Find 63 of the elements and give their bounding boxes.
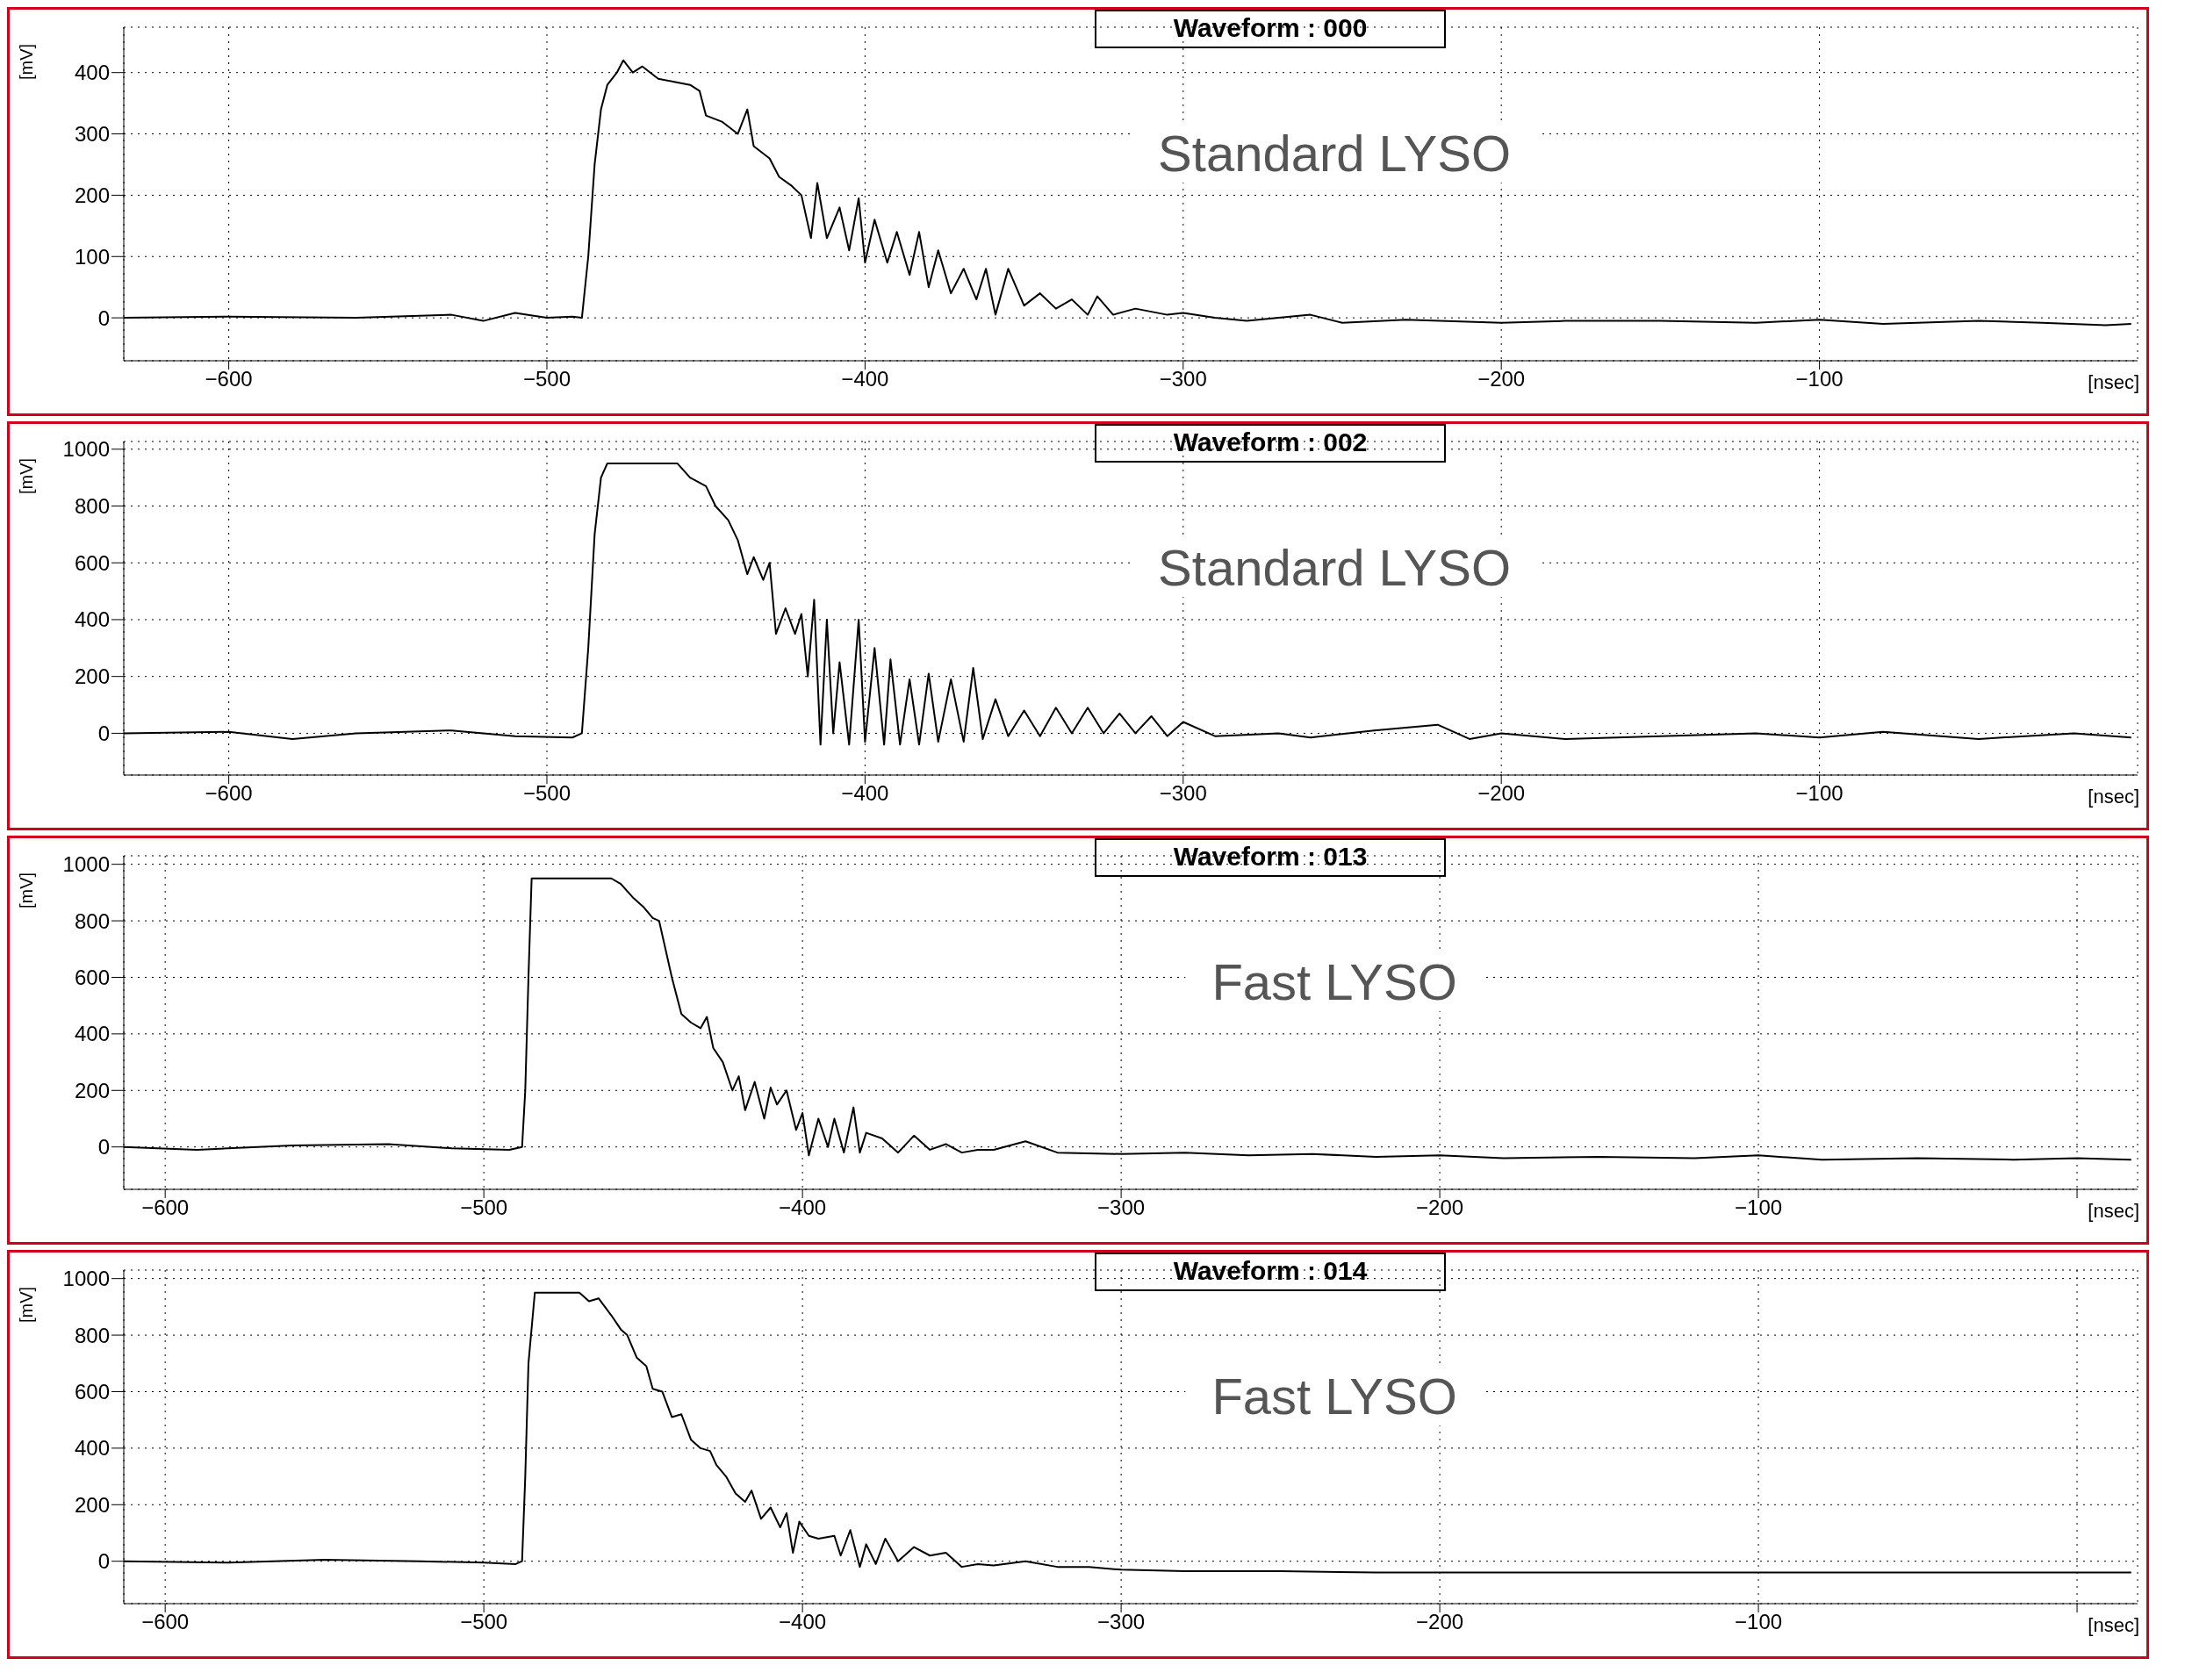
y-tick-label: 600 (74, 965, 110, 989)
x-tick-label: −400 (779, 1195, 827, 1220)
y-tick-label: 1000 (62, 852, 110, 877)
y-tick-label: 1000 (62, 1267, 110, 1291)
x-tick-label: −100 (1735, 1610, 1783, 1634)
x-tick-label: −400 (779, 1610, 827, 1634)
x-tick-label: −300 (1097, 1195, 1146, 1220)
x-tick-label: −300 (1097, 1610, 1146, 1634)
annotation: Fast LYSO (1185, 952, 1484, 1011)
y-tick-label: 800 (74, 494, 110, 518)
annotation: Fast LYSO (1185, 1367, 1484, 1425)
x-axis-title: [nsec] (2088, 786, 2139, 808)
x-tick-label: −200 (1416, 1610, 1464, 1634)
y-tick-label: 800 (74, 1323, 110, 1347)
x-tick-label: −600 (141, 1195, 190, 1220)
y-tick-label: 1000 (62, 437, 110, 462)
x-axis-title: [nsec] (2088, 1614, 2139, 1637)
y-tick-label: 200 (74, 183, 110, 207)
y-tick-label: 400 (74, 1436, 110, 1461)
y-tick-label: 0 (97, 305, 110, 330)
y-axis-title: [mV] (17, 43, 37, 80)
annotation: Standard LYSO (1132, 538, 1538, 597)
x-tick-label: −500 (460, 1610, 508, 1634)
x-tick-label: −300 (1159, 781, 1207, 806)
x-axis-title: [nsec] (2088, 1200, 2139, 1223)
chart-title: Waveform : 014 (1173, 1256, 1368, 1286)
y-tick-label: 300 (74, 122, 110, 147)
x-tick-label: −500 (522, 367, 571, 391)
y-tick-label: 400 (74, 1022, 110, 1046)
x-tick-label: −200 (1416, 1195, 1464, 1220)
chart-title: Waveform : 002 (1173, 427, 1368, 457)
y-tick-label: 200 (74, 1078, 110, 1102)
y-tick-label: 100 (74, 244, 110, 269)
x-tick-label: −400 (841, 781, 889, 806)
x-tick-label: −500 (460, 1195, 508, 1220)
y-tick-label: 600 (74, 1379, 110, 1404)
y-tick-label: 200 (74, 1492, 110, 1517)
x-tick-label: −600 (141, 1610, 190, 1634)
annotation: Standard LYSO (1132, 124, 1538, 183)
y-tick-label: 800 (74, 908, 110, 933)
x-tick-label: −100 (1795, 781, 1844, 806)
chart-title: Waveform : 000 (1173, 13, 1368, 43)
x-tick-label: −200 (1477, 367, 1526, 391)
chart-title: Waveform : 013 (1173, 842, 1368, 872)
y-tick-label: 0 (97, 1549, 110, 1574)
y-tick-label: 200 (74, 664, 110, 689)
y-tick-label: 400 (74, 61, 110, 85)
y-axis-title: [mV] (17, 457, 37, 494)
y-tick-label: 400 (74, 607, 110, 632)
y-tick-label: 0 (97, 1135, 110, 1159)
y-tick-label: 0 (97, 721, 110, 745)
y-axis-title: [mV] (17, 872, 37, 908)
x-tick-label: −600 (205, 367, 253, 391)
x-tick-label: −600 (205, 781, 253, 806)
x-tick-label: −500 (522, 781, 571, 806)
x-tick-label: −400 (841, 367, 889, 391)
x-tick-label: −100 (1795, 367, 1844, 391)
y-tick-label: 600 (74, 550, 110, 575)
x-tick-label: −300 (1159, 367, 1207, 391)
x-tick-label: −100 (1735, 1195, 1783, 1220)
y-axis-title: [mV] (17, 1286, 37, 1323)
x-tick-label: −200 (1477, 781, 1526, 806)
x-axis-title: [nsec] (2088, 371, 2139, 394)
